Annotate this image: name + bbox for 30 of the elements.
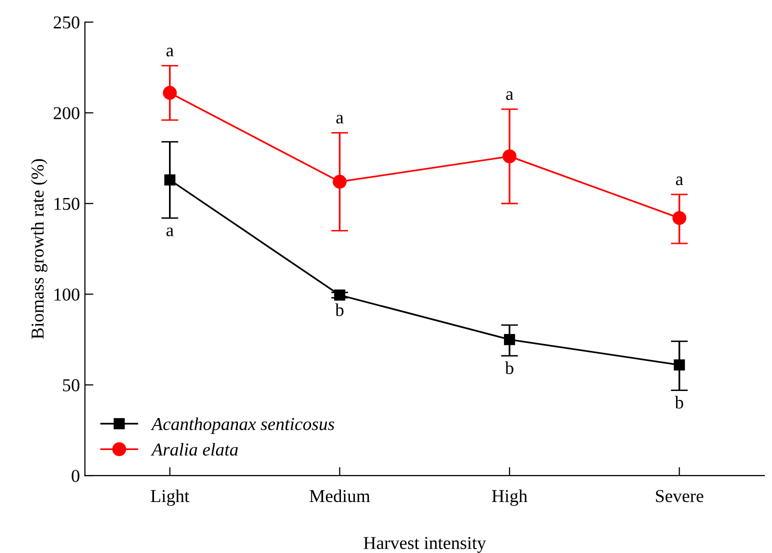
x-tick-label: Light xyxy=(150,489,190,506)
point xyxy=(162,86,177,100)
point xyxy=(164,174,176,186)
y-axis-title: Biomass growth rate (%) xyxy=(30,159,48,339)
y-tick-label: 250 xyxy=(54,16,80,29)
y-tick-label: 200 xyxy=(54,107,80,120)
annotation: b xyxy=(335,303,344,316)
x-tick-label: Severe xyxy=(656,490,704,502)
annotation: a xyxy=(166,48,174,56)
x-tick-label: High xyxy=(492,489,528,506)
y-tick-label: 150 xyxy=(54,198,80,210)
legend-label: Aralia elata xyxy=(150,442,238,456)
annotation: a xyxy=(336,114,344,124)
point xyxy=(504,334,516,346)
point xyxy=(672,211,686,225)
x-axis-title: Harvest intensity xyxy=(364,536,486,553)
legend-label: Acanthopanax senticosus xyxy=(150,417,334,434)
x-tick-label: Medium xyxy=(310,489,370,502)
y-tick-label: 100 xyxy=(54,288,80,301)
point xyxy=(332,174,347,189)
point xyxy=(674,359,685,370)
annotation: b xyxy=(674,396,684,409)
y-tick-label: 0 xyxy=(72,470,80,482)
annotation: b xyxy=(505,361,514,374)
y-tick-label: 50 xyxy=(63,379,80,392)
annotation: a xyxy=(166,228,174,236)
point xyxy=(502,149,516,164)
annotation: a xyxy=(506,91,514,100)
annotation: a xyxy=(676,176,684,186)
point xyxy=(334,290,346,301)
